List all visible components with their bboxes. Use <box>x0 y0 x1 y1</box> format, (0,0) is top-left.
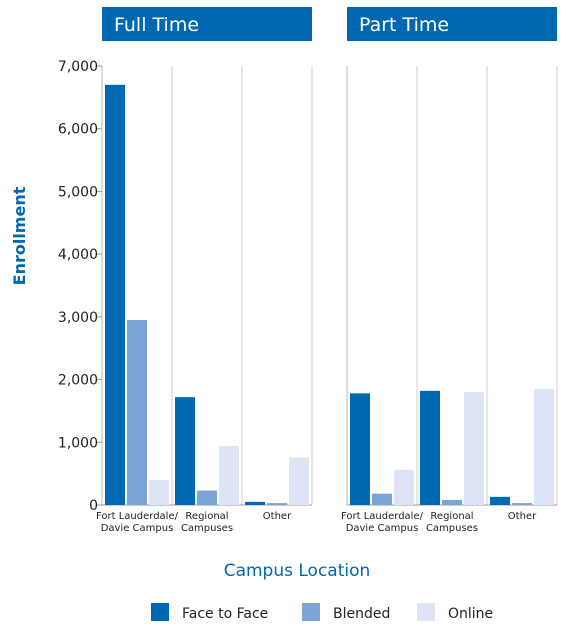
y-tick-label: 7,000 <box>58 59 98 75</box>
panel-title: Full Time <box>114 14 199 36</box>
y-tick-label: 1,000 <box>58 435 98 451</box>
bar <box>534 388 554 505</box>
bar <box>490 496 510 505</box>
bar <box>127 319 147 505</box>
bar <box>372 493 392 505</box>
bar <box>197 490 217 505</box>
x-tick-label: Fort Lauderdale/Davie Campus <box>96 511 179 534</box>
y-tick-label: 0 <box>89 498 98 514</box>
legend-label: Blended <box>333 606 390 622</box>
bar <box>442 499 462 505</box>
bar <box>149 479 169 505</box>
x-axis-label: Campus Location <box>224 561 371 581</box>
legend-swatch <box>417 603 435 621</box>
bar <box>464 392 484 505</box>
legend-label: Online <box>448 606 493 622</box>
bar <box>105 84 125 506</box>
x-tick-label: Regional Campuses <box>181 511 233 534</box>
y-tick-label: 3,000 <box>58 310 98 326</box>
panel-title-box <box>102 7 312 41</box>
y-tick-label: 2,000 <box>58 373 98 389</box>
x-tick-label: Other <box>508 511 537 522</box>
bar <box>289 457 309 505</box>
bar <box>175 397 195 505</box>
legend-label: Face to Face <box>182 606 268 622</box>
panel-title-box <box>347 7 557 41</box>
bar <box>267 503 287 505</box>
y-tick-label: 4,000 <box>58 247 98 263</box>
y-tick-label: 6,000 <box>58 122 98 138</box>
bar <box>512 503 532 505</box>
panel-title: Part Time <box>359 14 449 36</box>
bar <box>245 501 265 505</box>
x-tick-label: Regional Campuses <box>426 511 478 534</box>
bar <box>350 393 370 505</box>
bar <box>219 446 239 505</box>
x-tick-label: Fort Lauderdale/Davie Campus <box>341 511 424 534</box>
bar <box>394 469 414 505</box>
legend-swatch <box>151 603 169 621</box>
y-tick-label: 5,000 <box>58 184 98 200</box>
y-axis-label: Enrollment <box>10 186 29 285</box>
bar <box>420 390 440 505</box>
legend-swatch <box>302 603 320 621</box>
x-tick-label: Other <box>263 511 292 522</box>
